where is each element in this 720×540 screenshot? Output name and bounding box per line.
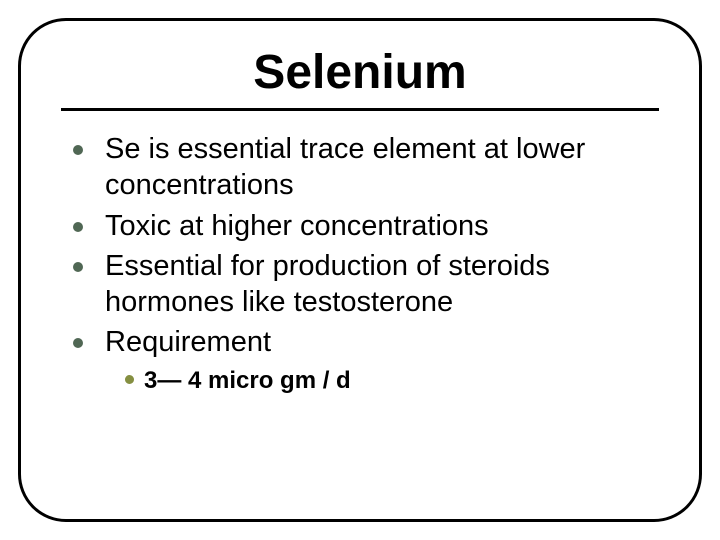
- sub-bullet-dot-icon: [125, 375, 134, 384]
- bullet-dot-icon: [73, 222, 83, 232]
- sub-bullet-text: 3— 4 micro gm / d: [144, 365, 351, 396]
- title-area: Selenium: [61, 45, 659, 111]
- bullet-item: Se is essential trace element at lower c…: [73, 131, 647, 204]
- bullet-dot-icon: [73, 145, 83, 155]
- bullet-text: Requirement: [105, 324, 271, 360]
- bullet-item: Essential for production of steroids hor…: [73, 248, 647, 321]
- bullet-item: Requirement: [73, 324, 647, 360]
- content-area: Se is essential trace element at lower c…: [61, 131, 659, 396]
- bullet-text: Toxic at higher concentrations: [105, 208, 489, 244]
- bullet-dot-icon: [73, 338, 83, 348]
- bullet-dot-icon: [73, 262, 83, 272]
- sub-bullet-item: 3— 4 micro gm / d: [125, 365, 647, 396]
- bullet-item: Toxic at higher concentrations: [73, 208, 647, 244]
- slide-title: Selenium: [61, 45, 659, 100]
- slide-frame: Selenium Se is essential trace element a…: [18, 18, 702, 522]
- bullet-text: Essential for production of steroids hor…: [105, 248, 647, 321]
- bullet-text: Se is essential trace element at lower c…: [105, 131, 647, 204]
